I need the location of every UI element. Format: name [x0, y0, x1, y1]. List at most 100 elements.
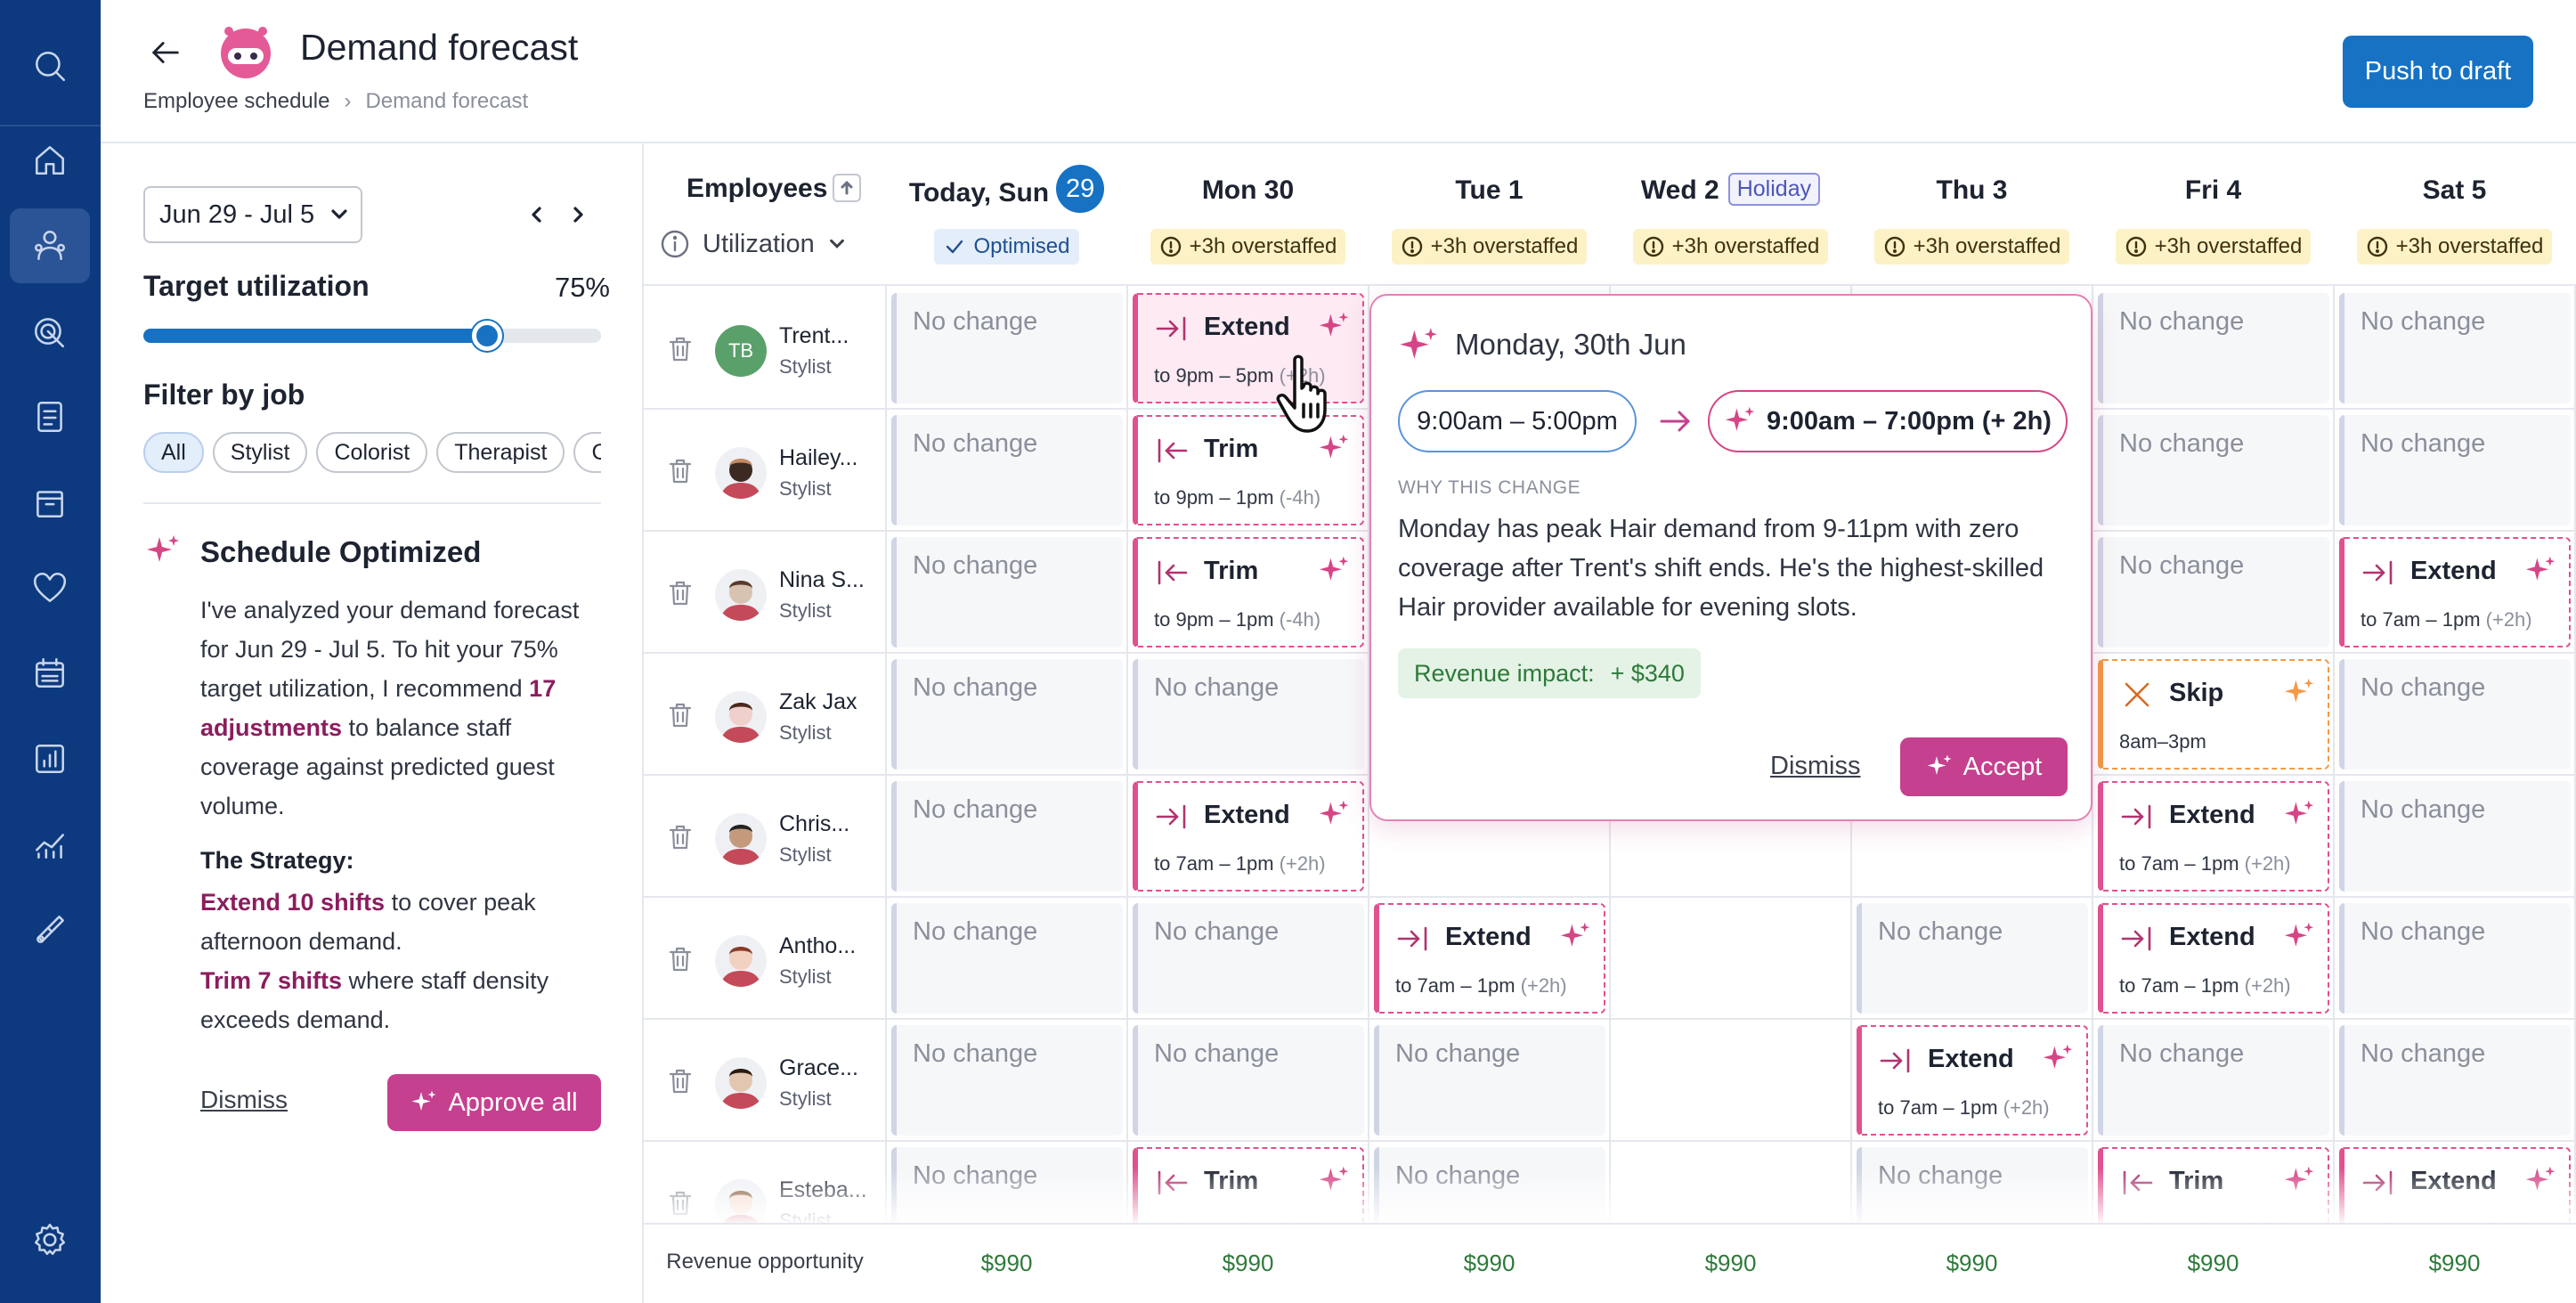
shift-cell-no-change[interactable]: No change	[1133, 659, 1364, 770]
employee-row: Chris... Stylist No change Extend to 7am – 1…	[644, 776, 2576, 898]
trash-icon[interactable]	[665, 822, 695, 852]
job-filter-chip[interactable]: Stylist	[212, 432, 308, 473]
shift-cell-no-change[interactable]: No change	[2339, 903, 2571, 1014]
shift-cell-no-change[interactable]: No change	[891, 1025, 1123, 1136]
shift-cell-extend[interactable]: Extend to 7am – 1pm (+2h)	[1133, 781, 1364, 892]
job-filter-chip[interactable]: Colorist	[316, 432, 428, 473]
calendar-icon[interactable]	[10, 636, 90, 711]
checklist-icon[interactable]	[10, 379, 90, 454]
day-column-header[interactable]: Sat 5 +3h overstaffed	[2334, 143, 2575, 286]
job-filter-chip[interactable]: C	[573, 432, 601, 473]
shift-cell-skip[interactable]: Skip 8am–3pm	[2098, 659, 2329, 770]
chart-icon[interactable]	[10, 807, 90, 882]
job-filter-chip[interactable]: All	[143, 432, 204, 473]
shift-cell-no-change[interactable]: No change	[2339, 293, 2571, 403]
back-arrow-icon[interactable]	[143, 30, 188, 75]
tools-icon[interactable]	[10, 892, 90, 967]
shift-cell-extend[interactable]: Extend to 7am – 1pm (+2h)	[2098, 781, 2329, 892]
employee-row: Hailey... Stylist No change Trim to 9pm – 1p…	[644, 410, 2576, 532]
day-name: Tue 1	[1455, 175, 1524, 205]
trash-icon[interactable]	[665, 456, 695, 486]
report-icon[interactable]	[10, 721, 90, 796]
target-utilization-slider[interactable]	[143, 321, 601, 351]
popover-dismiss-link[interactable]: Dismiss	[1770, 752, 1861, 780]
shift-cell-no-change[interactable]: No change	[891, 293, 1123, 403]
heart-icon[interactable]	[10, 550, 90, 625]
trash-icon[interactable]	[665, 578, 695, 608]
shift-cell-no-change[interactable]: No change	[2098, 537, 2329, 647]
employee-name[interactable]: Antho...	[779, 933, 857, 958]
status-text: +3h overstaffed	[1671, 234, 1820, 258]
no-change-label: No change	[2119, 307, 2245, 336]
shift-time: to 7am – 1pm	[2361, 608, 2481, 631]
search-icon[interactable]	[10, 29, 90, 103]
day-column-header[interactable]: Tue 1 +3h overstaffed	[1369, 143, 1610, 286]
day-column-header[interactable]: Today, Sun 29 Optimised	[886, 143, 1127, 286]
trash-icon[interactable]	[665, 700, 695, 730]
slider-thumb[interactable]	[471, 321, 502, 351]
day-column-header[interactable]: Mon 30 +3h overstaffed	[1127, 143, 1369, 286]
shift-cell-no-change[interactable]: No change	[1133, 903, 1364, 1014]
push-to-draft-button[interactable]: Push to draft	[2343, 36, 2533, 108]
shift-cell-no-change[interactable]: No change	[2339, 659, 2571, 770]
shift-cell-extend[interactable]: Extend to 7am – 1pm (+2h)	[2098, 903, 2329, 1014]
revenue-opportunity-value: $990	[2428, 1250, 2481, 1276]
employee-name[interactable]: Hailey...	[779, 445, 858, 470]
team-icon[interactable]	[10, 208, 90, 283]
employee-name[interactable]: Nina S...	[779, 567, 865, 592]
trash-icon[interactable]	[665, 334, 695, 364]
shift-cell-extend[interactable]: Extend to 7am – 1pm (+2h)	[1374, 903, 1605, 1014]
day-column-header[interactable]: Wed 2 Holiday +3h overstaffed	[1610, 143, 1851, 286]
trash-icon[interactable]	[665, 944, 695, 974]
shift-cell-no-change[interactable]: No change	[891, 537, 1123, 647]
shift-cell-no-change[interactable]: No change	[2098, 293, 2329, 403]
sort-arrow-icon[interactable]	[833, 174, 861, 202]
info-icon[interactable]	[660, 229, 690, 259]
no-change-label: No change	[2361, 673, 2486, 702]
employee-name[interactable]: Trent...	[779, 323, 849, 348]
shift-cell-no-change[interactable]: No change	[891, 903, 1123, 1014]
next-week-icon[interactable]	[564, 200, 592, 229]
shift-cell-trim[interactable]: Trim to 9pm – 1pm (-4h)	[1133, 415, 1364, 525]
home-icon[interactable]	[10, 123, 90, 198]
shift-cell-no-change[interactable]: No change	[2098, 415, 2329, 525]
dismiss-link[interactable]: Dismiss	[200, 1086, 288, 1113]
shift-cell-no-change[interactable]: No change	[2339, 1025, 2571, 1136]
sparkle-icon	[2283, 677, 2315, 709]
shift-detail: to 9pm – 1pm (-4h)	[1154, 486, 1321, 509]
job-filter-chip[interactable]: Therapist	[436, 432, 565, 473]
shift-cell-extend[interactable]: Extend to 7am – 1pm (+2h)	[2339, 537, 2571, 647]
day-column-header[interactable]: Thu 3 +3h overstaffed	[1851, 143, 2092, 286]
target-icon[interactable]	[10, 294, 90, 369]
shift-cell-extend[interactable]: Extend to 7am – 1pm (+2h)	[1857, 1025, 2088, 1136]
extend-shift-icon	[1154, 799, 1190, 835]
shift-cell-no-change[interactable]: No change	[2098, 1025, 2329, 1136]
utilization-select[interactable]: Utilization	[660, 229, 847, 259]
shift-cell-no-change[interactable]: No change	[2339, 415, 2571, 525]
shift-cell-no-change[interactable]: No change	[1374, 1025, 1605, 1136]
accept-button[interactable]: Accept	[1900, 737, 2068, 796]
sparkle-icon	[1927, 754, 1952, 775]
day-status: +3h overstaffed	[1369, 229, 1610, 265]
employee-name[interactable]: Zak Jax	[779, 689, 857, 714]
shift-cell-trim[interactable]: Trim to 9pm – 1pm (-4h)	[1133, 537, 1364, 647]
shift-cell-no-change[interactable]: No change	[1133, 1025, 1364, 1136]
trash-icon[interactable]	[665, 1066, 695, 1096]
employee-name[interactable]: Grace...	[779, 1055, 858, 1080]
day-column-header[interactable]: Fri 4 +3h overstaffed	[2092, 143, 2334, 286]
box-icon[interactable]	[10, 465, 90, 540]
shift-cell-no-change[interactable]: No change	[891, 659, 1123, 770]
date-range-select[interactable]: Jun 29 - Jul 5	[143, 186, 362, 243]
prev-week-icon[interactable]	[523, 200, 551, 229]
shift-cell-no-change[interactable]: No change	[891, 781, 1123, 892]
shift-detail: to 9pm – 1pm (-4h)	[1154, 608, 1321, 631]
shift-cell-no-change[interactable]: No change	[1857, 903, 2088, 1014]
approve-all-button[interactable]: Approve all	[387, 1074, 601, 1131]
no-change-label: No change	[2361, 429, 2486, 458]
breadcrumb-employee-schedule[interactable]: Employee schedule	[143, 89, 330, 113]
employee-name[interactable]: Chris...	[779, 811, 850, 836]
settings-icon[interactable]	[10, 1202, 90, 1277]
shift-cell-no-change[interactable]: No change	[2339, 781, 2571, 892]
shift-delta: (+2h)	[2003, 1096, 2050, 1119]
shift-cell-no-change[interactable]: No change	[891, 415, 1123, 525]
